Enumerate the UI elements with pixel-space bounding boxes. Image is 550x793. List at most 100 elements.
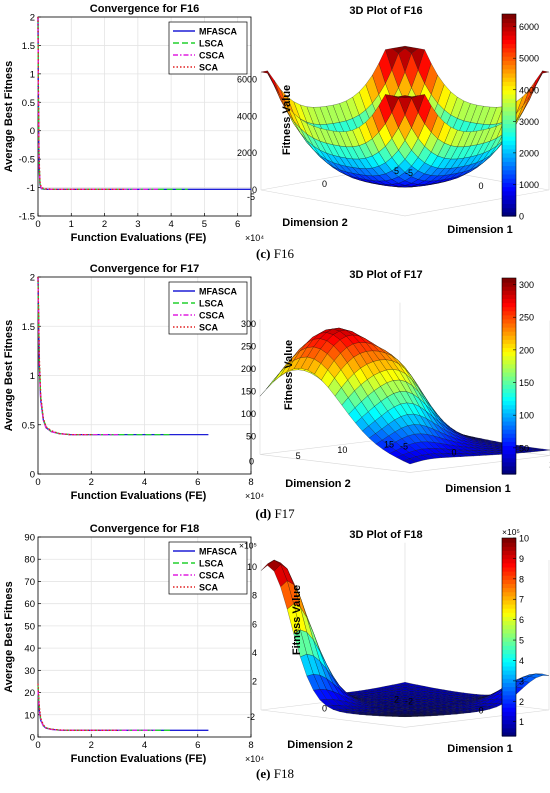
- colorbar-step: [502, 107, 516, 112]
- colorbar-step: [502, 401, 516, 406]
- colorbar-step: [502, 119, 516, 124]
- colorbar-step: [502, 90, 516, 95]
- colorbar-tick-label: 100: [519, 411, 534, 421]
- colorbar-step: [502, 360, 516, 365]
- colorbar-step: [502, 409, 516, 414]
- y-tick-label: 0.5: [22, 98, 35, 109]
- colorbar-step: [502, 715, 516, 720]
- colorbar-step: [502, 73, 516, 78]
- x-tick-label: 8: [248, 740, 253, 751]
- colorbar-step: [502, 462, 516, 467]
- x-tick-label: 0: [478, 181, 483, 191]
- y-tick-label: 1: [30, 371, 35, 382]
- x-tick-label: 8: [248, 477, 253, 488]
- colorbar-step: [502, 583, 516, 588]
- colorbar-step: [502, 538, 516, 543]
- y-tick-label: 0: [30, 126, 35, 137]
- y-tick-label: -5: [247, 192, 255, 202]
- y-tick-label: 0: [322, 703, 327, 713]
- caption-d: (d) F17: [0, 506, 550, 522]
- colorbar-step: [502, 303, 516, 308]
- y-tick-label: 10: [24, 710, 35, 721]
- y-axis-label: Average Best Fitness: [3, 581, 15, 692]
- colorbar-step: [502, 331, 516, 336]
- chart-title: Convergence for F16: [90, 3, 199, 15]
- colorbar-tick-label: 7: [519, 595, 524, 605]
- y-tick-label: 60: [24, 599, 35, 610]
- colorbar-step: [502, 31, 516, 36]
- colorbar-step: [502, 629, 516, 634]
- y-axis-label: Average Best Fitness: [3, 61, 15, 172]
- colorbar-step: [502, 596, 516, 601]
- colorbar-tick-label: 9: [519, 554, 524, 564]
- colorbar-step: [502, 567, 516, 572]
- colorbar-step: [502, 625, 516, 630]
- colorbar-tick-label: 4000: [519, 85, 539, 95]
- colorbar-step: [502, 454, 516, 459]
- colorbar-tick-label: 2000: [519, 148, 539, 158]
- chart-title: Convergence for F17: [90, 263, 199, 275]
- colorbar-step: [502, 327, 516, 332]
- y-axis-label: Dimension 2: [287, 739, 352, 751]
- z-axis-label: Fitness Value: [291, 585, 303, 655]
- x-tick-label: 4: [168, 219, 173, 230]
- x-tick-label: 4: [142, 740, 147, 751]
- y-tick-label: 15: [384, 440, 394, 450]
- colorbar-step: [502, 621, 516, 626]
- colorbar-step: [502, 102, 516, 107]
- colorbar-step: [502, 711, 516, 716]
- colorbar-tick-label: 5000: [519, 54, 539, 64]
- colorbar-step: [502, 115, 516, 120]
- x-tick-label: 6: [195, 477, 200, 488]
- y-axis-label: Dimension 2: [285, 478, 350, 490]
- colorbar-step: [502, 364, 516, 369]
- colorbar-step: [502, 392, 516, 397]
- colorbar-step: [502, 687, 516, 692]
- colorbar-step: [502, 136, 516, 141]
- colorbar-step: [502, 178, 516, 183]
- y-tick-label: 0: [30, 470, 35, 481]
- colorbar-step: [502, 649, 516, 654]
- colorbar-step: [502, 429, 516, 434]
- y-tick-label: 5: [296, 451, 301, 461]
- y-tick-label: -0.5: [19, 155, 35, 166]
- colorbar-step: [502, 65, 516, 70]
- colorbar-step: [502, 132, 516, 137]
- z-tick-label: 6000: [237, 74, 257, 84]
- colorbar-step: [502, 542, 516, 547]
- colorbar-step: [502, 286, 516, 291]
- colorbar-step: [502, 437, 516, 442]
- y-tick-label: -2: [247, 712, 255, 722]
- legend-label-sca: SCA: [199, 323, 219, 333]
- colorbar-tick-label: 200: [519, 345, 534, 355]
- colorbar-tick-label: 50: [519, 443, 529, 453]
- colorbar-step: [502, 417, 516, 422]
- colorbar-step: [502, 111, 516, 116]
- colorbar-step: [502, 14, 516, 19]
- colorbar-tick-label: 6000: [519, 22, 539, 32]
- colorbar-step: [502, 94, 516, 99]
- x-tick-label: 0: [35, 219, 40, 230]
- colorbar-step: [502, 405, 516, 410]
- legend-label-csca: CSCA: [199, 311, 225, 321]
- colorbar-step: [502, 703, 516, 708]
- y-axis-label: Average Best Fitness: [3, 320, 15, 431]
- colorbar-step: [502, 35, 516, 40]
- colorbar-tick-label: 1: [519, 717, 524, 727]
- colorbar-step: [502, 81, 516, 86]
- y-tick-label: 1.5: [22, 41, 35, 52]
- legend-label-lsca: LSCA: [199, 299, 224, 309]
- z-tick-label: 4000: [237, 111, 257, 121]
- colorbar-step: [502, 421, 516, 426]
- colorbar-step: [502, 339, 516, 344]
- colorbar-step: [502, 563, 516, 568]
- colorbar-step: [502, 69, 516, 74]
- colorbar-step: [502, 641, 516, 646]
- x-tick-label: -5: [405, 168, 413, 178]
- colorbar-step: [502, 174, 516, 179]
- colorbar-step: [502, 579, 516, 584]
